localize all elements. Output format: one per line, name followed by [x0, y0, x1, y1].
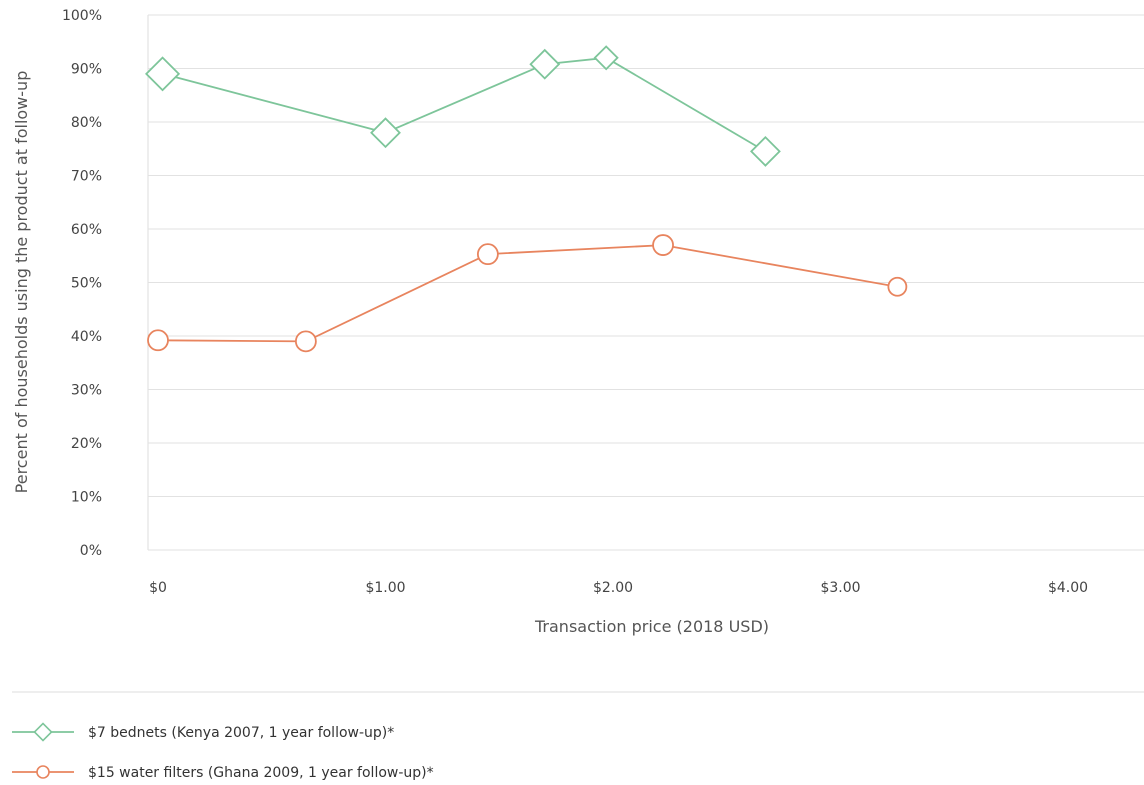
data-point[interactable]	[750, 136, 781, 167]
data-point[interactable]	[147, 329, 169, 352]
data-point[interactable]	[887, 276, 908, 297]
y-tick-label: 100%	[62, 8, 102, 24]
y-tick-label: 10%	[71, 490, 102, 506]
series-layer	[145, 45, 908, 353]
legend-circle-marker	[36, 765, 50, 779]
y-axis-ticks: 0% 10% 20% 30% 40% 50% 60% 70% 80% 90% 100%	[62, 8, 102, 559]
y-tick-label: 0%	[80, 543, 102, 559]
gridlines	[147, 14, 1144, 551]
y-tick-label: 70%	[71, 169, 102, 185]
x-tick-label: $0	[149, 580, 167, 596]
y-tick-label: 50%	[71, 276, 102, 292]
legend-item-bednets[interactable]: $7 bednets (Kenya 2007, 1 year follow-up…	[12, 722, 394, 742]
y-tick-label: 90%	[71, 62, 102, 78]
y-tick-label: 40%	[71, 329, 102, 345]
x-tick-label: $3.00	[820, 580, 860, 596]
x-tick-label: $2.00	[593, 580, 633, 596]
legend-label: $15 water filters (Ghana 2009, 1 year fo…	[88, 765, 434, 781]
data-point[interactable]	[652, 234, 674, 256]
series-line	[148, 244, 898, 343]
legend-label: $7 bednets (Kenya 2007, 1 year follow-up…	[88, 725, 394, 741]
legend: $7 bednets (Kenya 2007, 1 year follow-up…	[12, 722, 434, 781]
data-point[interactable]	[370, 117, 401, 149]
data-point[interactable]	[294, 330, 317, 353]
data-point[interactable]	[593, 45, 619, 71]
x-tick-label: $1.00	[365, 580, 405, 596]
y-tick-label: 30%	[71, 383, 102, 399]
legend-diamond-marker	[33, 722, 53, 742]
series-bednets	[145, 45, 781, 167]
y-axis-title: Percent of households using the product …	[12, 71, 31, 494]
series-line	[162, 56, 766, 153]
legend-item-water-filters[interactable]: $15 water filters (Ghana 2009, 1 year fo…	[12, 765, 434, 781]
y-tick-label: 80%	[71, 115, 102, 131]
data-point[interactable]	[476, 243, 499, 266]
data-point[interactable]	[529, 48, 561, 80]
y-tick-label: 60%	[71, 222, 102, 238]
y-tick-label: 20%	[71, 436, 102, 452]
x-tick-label: $4.00	[1048, 580, 1088, 596]
data-point[interactable]	[145, 56, 181, 92]
x-axis-title: Transaction price (2018 USD)	[534, 617, 769, 636]
x-axis-ticks: $0 $1.00 $2.00 $3.00 $4.00	[149, 580, 1088, 596]
series-water-filters	[147, 234, 908, 353]
